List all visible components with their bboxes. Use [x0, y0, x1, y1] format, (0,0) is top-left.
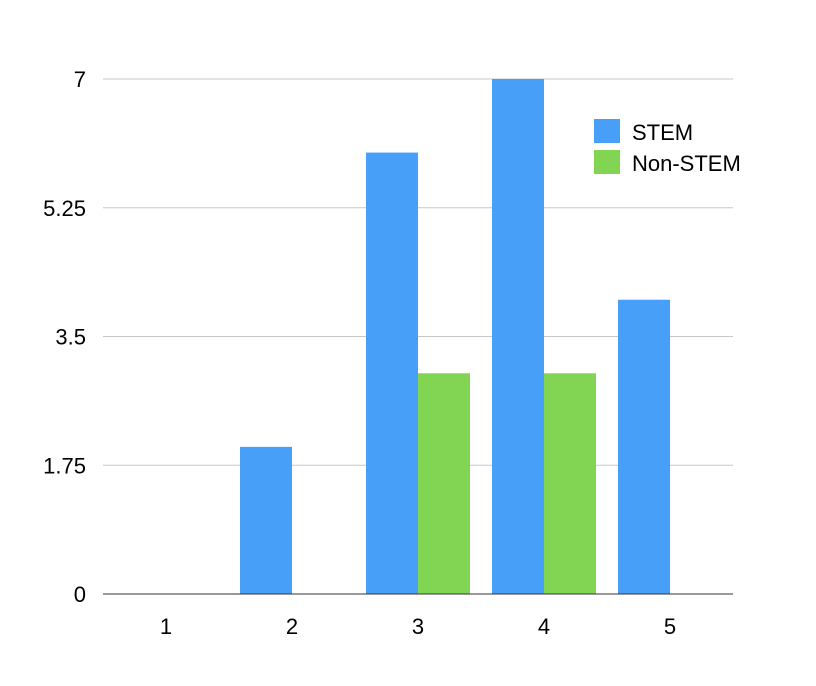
x-tick-label-1: 1 — [160, 614, 172, 639]
y-tick-label-4: 7 — [74, 67, 86, 92]
y-tick-label-0: 0 — [74, 582, 86, 607]
x-tick-label-3: 3 — [412, 614, 424, 639]
y-axis-tick-labels: 0 1.75 3.5 5.25 7 — [43, 67, 86, 607]
bars — [240, 79, 670, 595]
bar-non-stem-3 — [418, 373, 470, 594]
y-tick-label-2: 3.5 — [55, 325, 86, 350]
legend-swatch-non-stem — [594, 150, 620, 174]
legend-label-non-stem: Non-STEM — [632, 151, 741, 176]
bar-stem-2 — [240, 446, 292, 594]
x-axis-tick-labels: 1 2 3 4 5 — [160, 614, 676, 639]
bar-stem-3 — [366, 152, 418, 595]
bar-non-stem-4 — [544, 373, 596, 594]
x-tick-label-5: 5 — [664, 614, 676, 639]
x-tick-label-4: 4 — [538, 614, 550, 639]
y-tick-label-3: 5.25 — [43, 196, 86, 221]
bar-stem-4 — [492, 79, 544, 594]
legend-label-stem: STEM — [632, 120, 693, 145]
y-tick-label-1: 1.75 — [43, 453, 86, 478]
legend: STEM Non-STEM — [594, 119, 741, 176]
x-tick-label-2: 2 — [286, 614, 298, 639]
legend-swatch-stem — [594, 119, 620, 143]
bar-stem-5 — [618, 299, 670, 594]
